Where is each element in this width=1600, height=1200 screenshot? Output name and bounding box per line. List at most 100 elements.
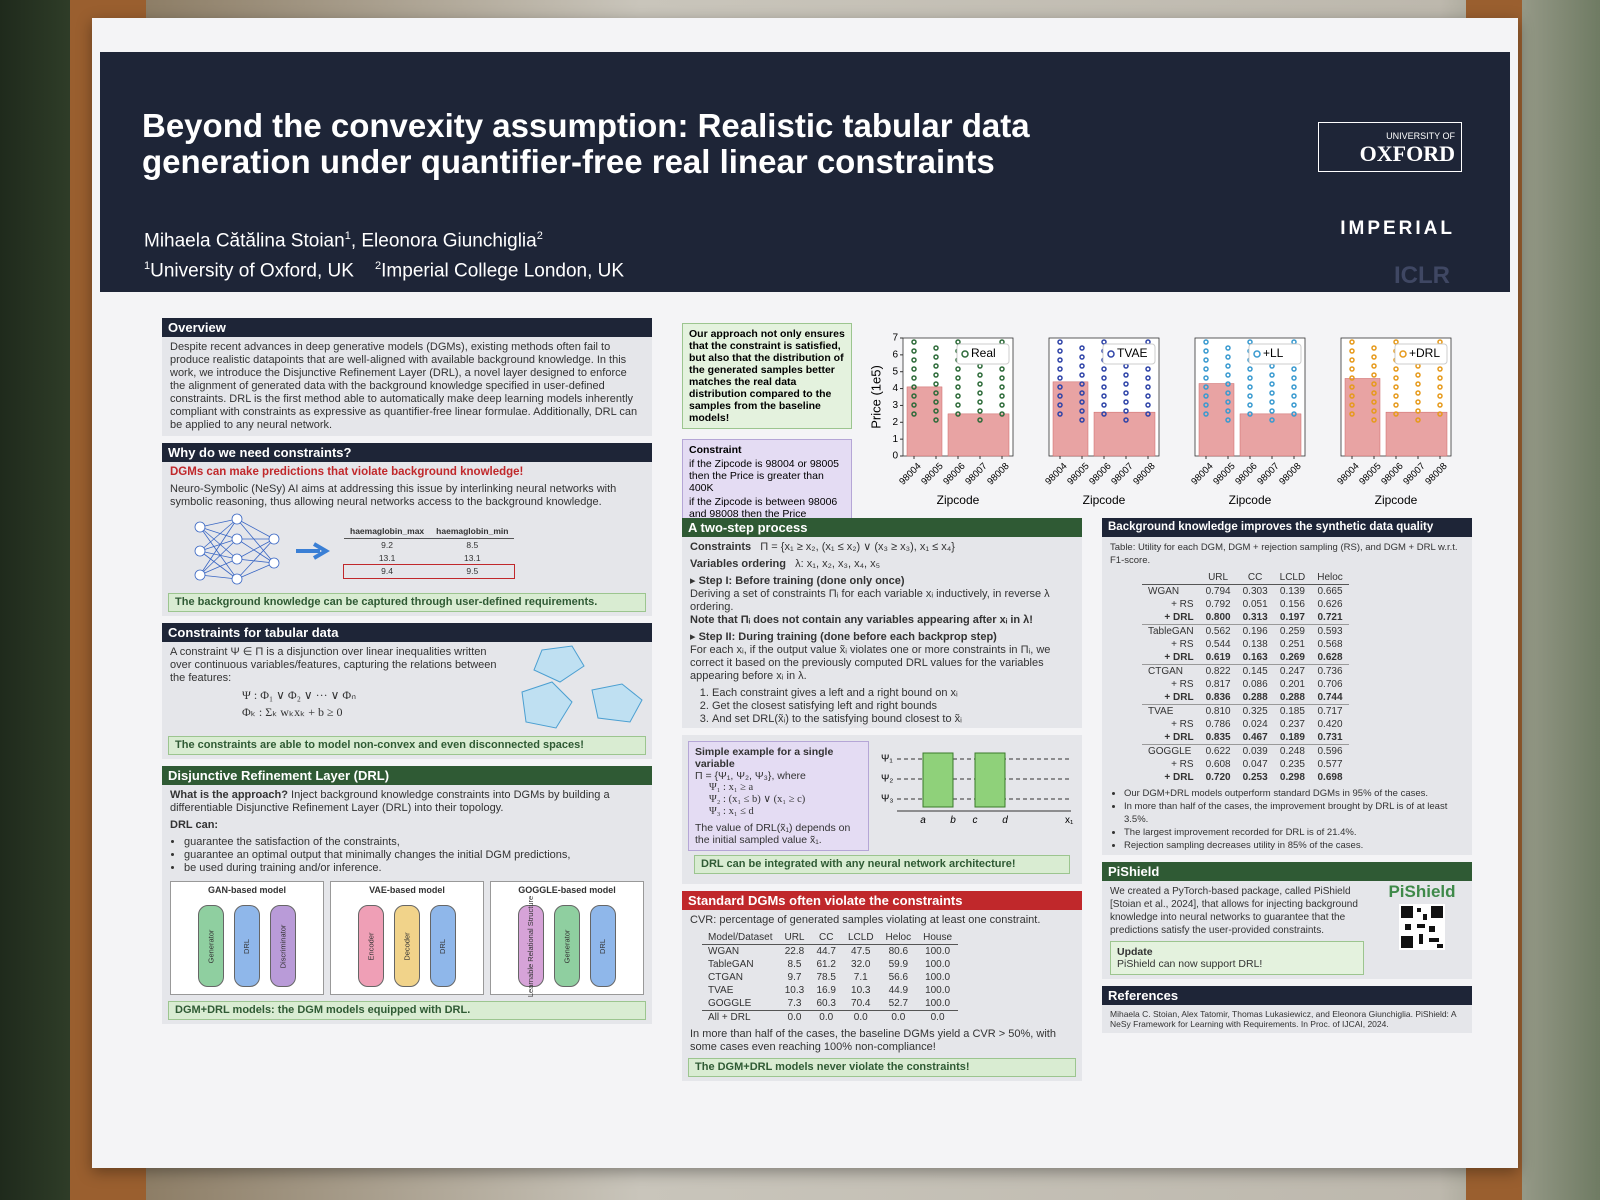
sample-dot xyxy=(933,390,939,396)
sample-dot xyxy=(1393,393,1399,399)
sample-dot xyxy=(1371,408,1377,414)
cell: 7.1 xyxy=(853,972,868,983)
sample-dot xyxy=(1203,366,1209,372)
sample-dot xyxy=(977,390,983,396)
cell: 0.698 xyxy=(1317,772,1343,783)
sample-dot xyxy=(977,408,983,414)
utility: Background knowledge improves the synthe… xyxy=(1102,518,1472,855)
heading: References xyxy=(1102,986,1472,1005)
authors: Mihaela Cătălina Stoian1, Eleonora Giunc… xyxy=(144,230,543,252)
column-header: LCLD xyxy=(841,931,880,945)
block-label: Encoder xyxy=(366,932,376,960)
sample-dot xyxy=(1349,393,1355,399)
sample-dot xyxy=(977,399,983,405)
sample-dot xyxy=(1203,393,1209,399)
cell: 13.1 xyxy=(464,552,481,563)
left-column: Overview Despite recent advances in deep… xyxy=(162,318,652,1024)
cell: 0.836 xyxy=(1205,692,1231,703)
block: Encoder xyxy=(358,905,384,987)
x-tick-label: 98007 xyxy=(1255,461,1281,487)
sample-dot xyxy=(977,372,983,378)
sample-dot xyxy=(1269,381,1275,387)
x-tick-label: 98007 xyxy=(1109,461,1135,487)
affiliations: 1University of Oxford, UK 2Imperial Coll… xyxy=(144,260,624,282)
cell: 80.6 xyxy=(888,946,909,957)
point-label: a xyxy=(920,815,926,826)
formula: Φₖ : Σₖ wₖxₖ + b ≥ 0 xyxy=(242,705,343,719)
feasible xyxy=(974,752,1006,808)
cell: 0.810 xyxy=(1205,706,1231,717)
paragraph: Neuro-Symbolic (NeSy) AI aims at address… xyxy=(170,483,617,508)
cell: 70.4 xyxy=(851,998,871,1009)
box-title: Update xyxy=(1117,946,1153,958)
y-tick-label: 7 xyxy=(892,333,898,344)
cell: TableGAN xyxy=(708,959,754,970)
block-label: Generator xyxy=(562,929,572,963)
sample-dot xyxy=(1291,366,1297,372)
sample-dot xyxy=(1101,402,1107,408)
row: Model/Dataset URL CC LCLD Heloc House xyxy=(702,931,959,945)
x-tick-label: 98004 xyxy=(1043,461,1069,487)
oxford-logo: UNIVERSITY OF OXFORD xyxy=(1318,122,1462,172)
cell: + DRL xyxy=(1164,692,1194,703)
cell: 13.1 xyxy=(378,552,396,563)
cell: 0.145 xyxy=(1242,666,1268,677)
sample-dot xyxy=(933,408,939,414)
legend-label: +DRL xyxy=(1409,346,1440,360)
sample-dot xyxy=(1291,402,1297,408)
cell: 100.0 xyxy=(925,985,951,996)
sample-dot xyxy=(1057,375,1063,381)
sample-dot xyxy=(911,366,917,372)
heading: Why do we need constraints? xyxy=(162,443,652,462)
sample-dot xyxy=(1371,417,1377,423)
x-tick-label: 98006 xyxy=(941,461,967,487)
point-label: d xyxy=(1002,815,1008,826)
sample-dot xyxy=(911,339,917,345)
sample-dot xyxy=(1349,366,1355,372)
note: The background knowledge can be captured… xyxy=(168,593,646,612)
cell: 0.051 xyxy=(1242,599,1268,610)
sample-dot xyxy=(1349,348,1355,354)
sample-dot xyxy=(1123,381,1129,387)
sample-dot xyxy=(1291,384,1297,390)
row: 9.4 9.5 xyxy=(342,563,516,579)
block: Decoder xyxy=(394,905,420,987)
text: Note that Πᵢ does not contain any variab… xyxy=(690,614,1033,626)
cell: 32.0 xyxy=(851,959,871,970)
cell: 47.5 xyxy=(851,946,871,957)
paragraph: In more than half of the cases, the base… xyxy=(690,1028,1056,1053)
sample-dot xyxy=(1079,372,1085,378)
cell: 56.6 xyxy=(888,972,909,983)
x-tick-label: 98004 xyxy=(1335,461,1361,487)
sample-dot xyxy=(1101,375,1107,381)
block: Learnable Relational Structure xyxy=(518,895,544,997)
block-label: DRL xyxy=(242,938,252,954)
utility-table: URL CC LCLD Heloc WGAN 0.794 0.303 0.139 0.665 + … xyxy=(1142,571,1349,784)
cell: 0.622 xyxy=(1205,746,1231,757)
formula: Ψ : Φ₁ ∨ Φ₂ ∨ ··· ∨ Φₙ xyxy=(242,688,356,702)
cell: CTGAN xyxy=(708,972,743,983)
model-title: GAN-based model xyxy=(207,885,286,895)
x-tick-label: 98005 xyxy=(919,461,945,487)
cell: 0.253 xyxy=(1242,772,1268,783)
sample-dot xyxy=(955,393,961,399)
sample-dot xyxy=(1291,393,1297,399)
cell: 22.8 xyxy=(784,946,805,957)
box-title: Constraint xyxy=(689,444,742,456)
author: Eleonora Giunchiglia xyxy=(361,230,537,252)
arrow xyxy=(296,542,330,560)
row: TableGAN 8.5 61.2 32.0 59.9 100.0 xyxy=(702,958,958,971)
poster: Beyond the convexity assumption: Realist… xyxy=(92,18,1518,1168)
legend-label: +LL xyxy=(1263,346,1284,360)
y-tick-label: 3 xyxy=(892,400,898,411)
cell: 9.7 xyxy=(787,972,802,983)
x-axis-label: Zipcode xyxy=(937,493,980,507)
sample-dot xyxy=(1349,375,1355,381)
column-header: CC xyxy=(810,931,842,945)
paragraph: A constraint Ψ ∈ Π is a disjunction over… xyxy=(170,646,497,684)
why: Why do we need constraints? DGMs can mak… xyxy=(162,443,652,616)
sample-dot xyxy=(1225,381,1231,387)
legend-box xyxy=(956,343,1010,365)
cell: 0.235 xyxy=(1279,759,1305,770)
cell: 0.298 xyxy=(1279,772,1305,783)
